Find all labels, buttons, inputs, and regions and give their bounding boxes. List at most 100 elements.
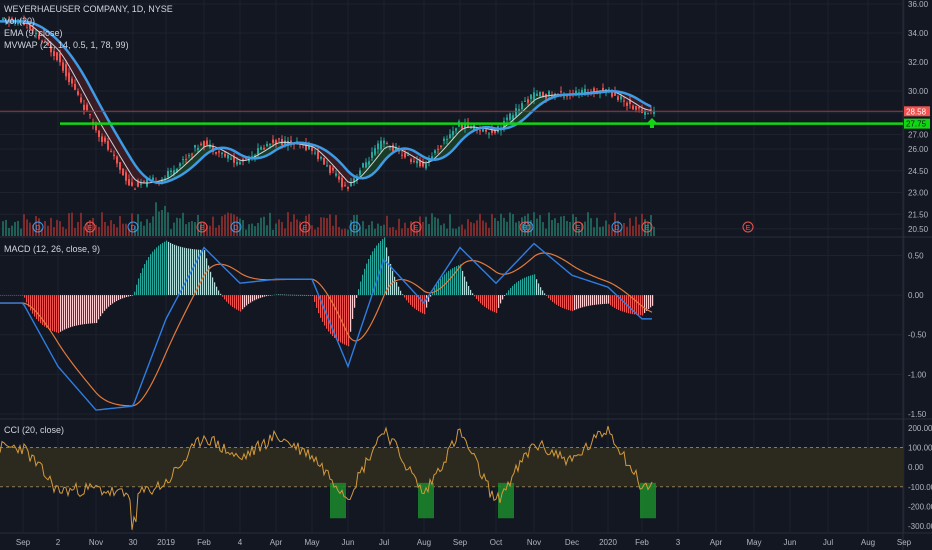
- macd-hist-bar: [334, 295, 336, 338]
- volume-bar: [80, 212, 82, 236]
- volume-bar: [335, 215, 337, 236]
- macd-hist-bar: [76, 295, 78, 326]
- macd-hist-bar: [538, 283, 540, 296]
- macd-hist-bar: [140, 273, 142, 296]
- earnings-marker-label: E: [200, 225, 205, 232]
- macd-signal-line: [0, 252, 653, 407]
- macd-hist-bar: [326, 295, 328, 329]
- volume-bar: [395, 229, 397, 236]
- candle: [11, 18, 13, 22]
- volume-bar: [77, 222, 79, 236]
- macd-hist-bar: [94, 295, 96, 324]
- candle: [467, 122, 469, 128]
- macd-hist-bar: [238, 295, 240, 311]
- volume-bar: [221, 216, 223, 236]
- candle: [434, 150, 436, 153]
- macd-hist-bar: [222, 295, 224, 297]
- volume-bar: [122, 223, 124, 236]
- macd-hist-bar: [62, 295, 64, 331]
- volume-bar: [254, 226, 256, 236]
- mvwap-cloud: [375, 149, 378, 173]
- macd-hist-bar: [648, 295, 650, 309]
- candle: [617, 96, 619, 101]
- indicator-vol: Vol (20): [4, 16, 36, 26]
- candle: [185, 158, 187, 160]
- volume-bar: [116, 227, 118, 236]
- mvwap-cloud: [114, 130, 117, 161]
- macd-hist-bar: [322, 295, 324, 322]
- candle: [59, 53, 61, 63]
- macd-hist-bar: [610, 295, 612, 306]
- macd-hist-bar: [244, 295, 246, 308]
- candle: [236, 161, 238, 165]
- volume-bar: [398, 218, 400, 236]
- macd-hist-bar: [422, 295, 424, 314]
- volume-bar: [362, 221, 364, 236]
- macd-hist-bar: [228, 295, 230, 304]
- x-tick-label: 2: [56, 538, 61, 547]
- candle: [644, 110, 646, 115]
- macd-hist-bar: [606, 295, 608, 304]
- volume-bar: [632, 225, 634, 236]
- macd-hist-bar: [124, 295, 126, 298]
- volume-bar: [635, 216, 637, 236]
- volume-bar: [197, 214, 199, 236]
- volume-bar: [554, 218, 556, 236]
- candle: [581, 89, 583, 94]
- macd-hist-bar: [566, 295, 568, 310]
- candle: [368, 161, 370, 165]
- x-tick-label: Apr: [270, 538, 283, 547]
- mvwap-cloud: [45, 29, 48, 46]
- macd-hist-bar: [506, 292, 508, 296]
- macd-hist-bar: [232, 295, 234, 307]
- mvwap-cloud: [444, 139, 447, 157]
- volume-bar: [263, 216, 265, 236]
- candle: [71, 78, 73, 84]
- last-price-badge: [904, 106, 930, 117]
- candle: [647, 113, 649, 115]
- candle: [176, 168, 178, 173]
- candle: [80, 97, 82, 103]
- volume-bar: [419, 216, 421, 236]
- macd-hist-bar: [352, 295, 354, 319]
- volume-bar: [365, 229, 367, 236]
- up-arrow-icon: [647, 118, 657, 128]
- macd-hist-bar: [100, 295, 102, 317]
- candle: [464, 122, 466, 129]
- macd-hist-bar: [430, 295, 432, 297]
- candle: [239, 162, 241, 165]
- macd-hist-bar: [108, 295, 110, 307]
- volume-bar: [539, 215, 541, 236]
- macd-hist-bar: [518, 280, 520, 296]
- candle: [278, 138, 280, 140]
- macd-hist-bar: [560, 295, 562, 308]
- macd-hist-bar: [206, 258, 208, 296]
- candle: [449, 134, 451, 139]
- candle: [35, 32, 37, 35]
- macd-hist-bar: [172, 243, 174, 296]
- candle: [125, 172, 127, 181]
- volume-bar: [512, 214, 514, 236]
- mvwap-cloud: [408, 148, 411, 159]
- volume-bar: [251, 223, 253, 236]
- candle: [338, 176, 340, 180]
- macd-hist-bar: [330, 295, 332, 334]
- volume-bar: [422, 221, 424, 236]
- volume-bar: [566, 220, 568, 236]
- volume-bar: [497, 221, 499, 236]
- volume-bar: [578, 229, 580, 236]
- candle: [473, 125, 475, 131]
- macd-hist-bar: [136, 284, 138, 296]
- macd-hist-bar: [528, 276, 530, 296]
- volume-bar: [506, 221, 508, 236]
- macd-hist-bar: [0, 295, 2, 296]
- candle: [437, 148, 439, 150]
- macd-hist-bar: [542, 290, 544, 296]
- volume-bar: [176, 217, 178, 236]
- candle: [515, 108, 517, 117]
- volume-bar: [545, 228, 547, 236]
- volume-bar: [380, 225, 382, 236]
- macd-hist-bar: [198, 249, 200, 296]
- macd-hist-bar: [210, 271, 212, 296]
- macd-hist-bar: [520, 279, 522, 296]
